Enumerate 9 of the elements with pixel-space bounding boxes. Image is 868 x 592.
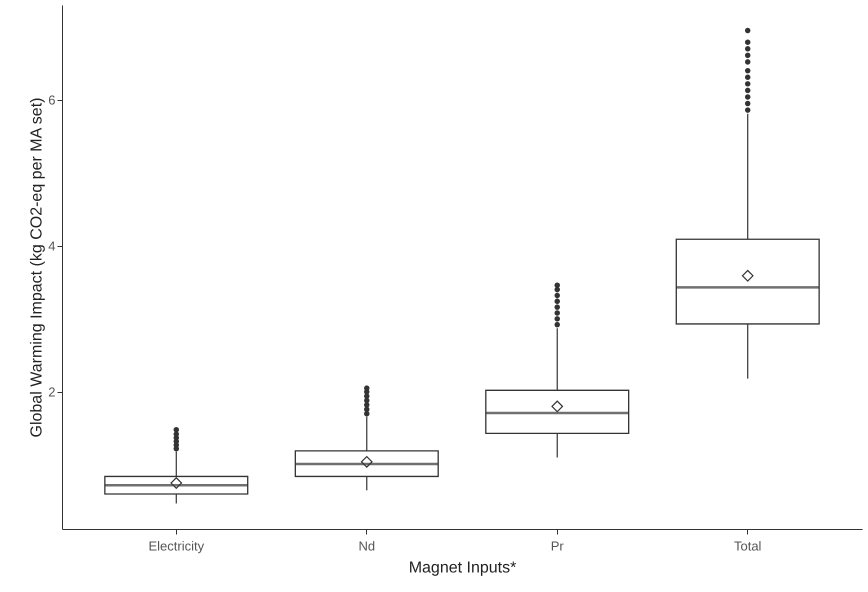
y-tick-label: 4	[48, 238, 56, 254]
x-tick-label: Electricity	[148, 538, 205, 554]
y-tick-label: 6	[48, 92, 56, 108]
x-tick-label: Nd	[358, 538, 376, 554]
x-tick-label: Pr	[550, 538, 564, 554]
y-tick-label: 2	[48, 384, 56, 400]
x-axis-title: Magnet Inputs*	[408, 560, 516, 576]
y-axis-title: Global Warming Impact (kg CO2-eq per MA set)	[28, 98, 46, 438]
x-tick-label: Total	[734, 538, 762, 554]
